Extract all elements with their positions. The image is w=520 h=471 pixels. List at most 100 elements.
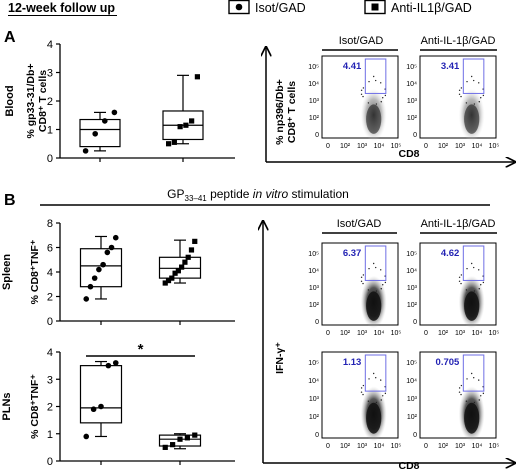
box-iqr — [79, 118, 121, 148]
event-dot — [372, 262, 375, 265]
event-dot — [362, 87, 365, 89]
event-dot — [360, 280, 363, 282]
gate-rectangle — [462, 354, 485, 392]
legend-square-marker — [371, 3, 379, 11]
data-point-circle — [92, 130, 98, 137]
event-dot — [460, 87, 463, 89]
gate-percentage: 1.13 — [343, 357, 362, 368]
event-dot — [460, 282, 462, 285]
y-tick-label: 3 — [47, 374, 53, 386]
event-dot — [458, 280, 461, 282]
flow-column-header: Isot/GAD — [337, 218, 382, 230]
event-dot — [367, 289, 370, 291]
event-dot — [465, 289, 468, 291]
flow-x-tick-label: 0 — [326, 330, 330, 337]
event-dot — [470, 372, 473, 375]
flow-panel-b: IFN-γ⁺ Isot/GAD Anti-IL-1β/GAD 10⁵ 10⁴ 10³ 10²… — [263, 218, 514, 471]
flow-y-tick-label: 10³ — [309, 396, 320, 403]
box-iqr — [79, 365, 123, 424]
event-dot — [466, 80, 468, 83]
gate-rectangle — [364, 245, 387, 281]
flow-x-tick-label: 10² — [438, 143, 449, 150]
y-axis-label: % CD8⁺TNF⁺ — [29, 374, 41, 439]
flow-x-tick-label: 10⁴ — [472, 443, 483, 450]
stimulation-label: GP33–41 peptide in vitro stimulation — [167, 187, 349, 203]
flow-y-axis-label: CD8⁺ T cells — [286, 81, 298, 143]
flow-y-tick-label: 0 — [315, 132, 319, 139]
event-dot — [478, 82, 480, 84]
event-dot — [382, 284, 384, 286]
data-point-square — [170, 442, 176, 448]
event-dot — [473, 290, 476, 292]
cell-population-core — [464, 104, 480, 134]
gate-rectangle — [462, 58, 485, 94]
flow-x-tick-label: 10³ — [455, 443, 466, 450]
flow-x-tick-label: 10⁴ — [374, 143, 385, 150]
event-dot — [380, 101, 382, 103]
significance-star: * — [138, 341, 144, 358]
flow-y-tick-label: 10² — [309, 115, 320, 122]
event-dot — [382, 395, 384, 397]
event-dot — [478, 379, 480, 381]
event-dot — [473, 79, 475, 82]
cell-population-core — [464, 402, 480, 434]
flow-x-tick-label: 10³ — [455, 330, 466, 337]
cell-population-core — [464, 291, 480, 321]
gate-percentage: 4.41 — [343, 61, 362, 72]
flow-y-tick-label: 0 — [315, 432, 319, 439]
flow-x-tick-label: 10² — [438, 330, 449, 337]
event-dot — [375, 103, 378, 105]
event-dot — [473, 266, 475, 269]
event-dot — [460, 393, 462, 396]
flow-x-axis-label: CD8 — [398, 460, 419, 471]
gate-rectangle — [364, 354, 387, 392]
flow-x-tick-label: 10⁵ — [489, 143, 500, 150]
event-dot — [478, 269, 480, 271]
event-dot — [375, 266, 377, 269]
flow-x-axis-label: CD8 — [398, 148, 419, 160]
event-dot — [375, 290, 378, 292]
data-point-square — [183, 122, 189, 128]
event-dot — [384, 392, 387, 395]
flow-x-tick-label: 10³ — [357, 443, 368, 450]
flow-y-axis-label: % np396/Db+ — [274, 79, 286, 145]
event-dot — [372, 372, 375, 375]
y-tick-label: 0 — [47, 153, 53, 165]
event-dot — [380, 399, 382, 401]
flow-x-tick-label: 0 — [326, 143, 330, 150]
flow-y-tick-label: 10³ — [309, 98, 320, 105]
data-point-square — [177, 436, 183, 442]
flow-y-tick-label: 10⁵ — [308, 360, 319, 367]
data-point-square — [179, 264, 185, 270]
flow-y-tick-label: 0 — [413, 132, 417, 139]
flow-x-tick-label: 10⁵ — [391, 143, 402, 150]
gate-rectangle — [364, 58, 387, 94]
flow-y-tick-label: 10⁴ — [406, 378, 417, 385]
flow-x-tick-label: 10² — [438, 443, 449, 450]
flow-column-header: Anti-IL-1β/GAD — [421, 35, 496, 47]
cell-population-core — [366, 291, 382, 321]
flow-x-tick-label: 10² — [340, 143, 351, 150]
flow-y-tick-label: 10² — [407, 302, 418, 309]
event-dot — [372, 75, 375, 78]
data-point-square — [194, 74, 200, 80]
box-plot-spleen: 0 2 4 6 8 % CD8⁺TNF⁺ Spleen — [1, 218, 235, 328]
data-point-square — [171, 139, 177, 145]
y-tick-label: 1 — [47, 429, 53, 441]
event-dot — [367, 102, 370, 104]
data-point-square — [166, 141, 172, 147]
event-dot — [458, 391, 461, 393]
flow-x-tick-label: 10³ — [357, 143, 368, 150]
flow-x-tick-label: 0 — [424, 330, 428, 337]
event-dot — [380, 288, 382, 290]
event-dot — [362, 393, 364, 396]
box-plot-blood: 0 1 2 3 4 % gp33-31/Db+ CD8⁺ T cells Blood — [4, 39, 235, 165]
event-dot — [478, 399, 480, 401]
panel-letter-a: A — [4, 29, 16, 46]
flow-y-tick-label: 10⁴ — [308, 378, 319, 385]
flow-y-tick-label: 10⁴ — [308, 81, 319, 88]
event-dot — [478, 288, 480, 290]
header-title: 12-week follow up — [8, 1, 115, 15]
event-dot — [458, 93, 461, 95]
event-dot — [480, 395, 482, 397]
